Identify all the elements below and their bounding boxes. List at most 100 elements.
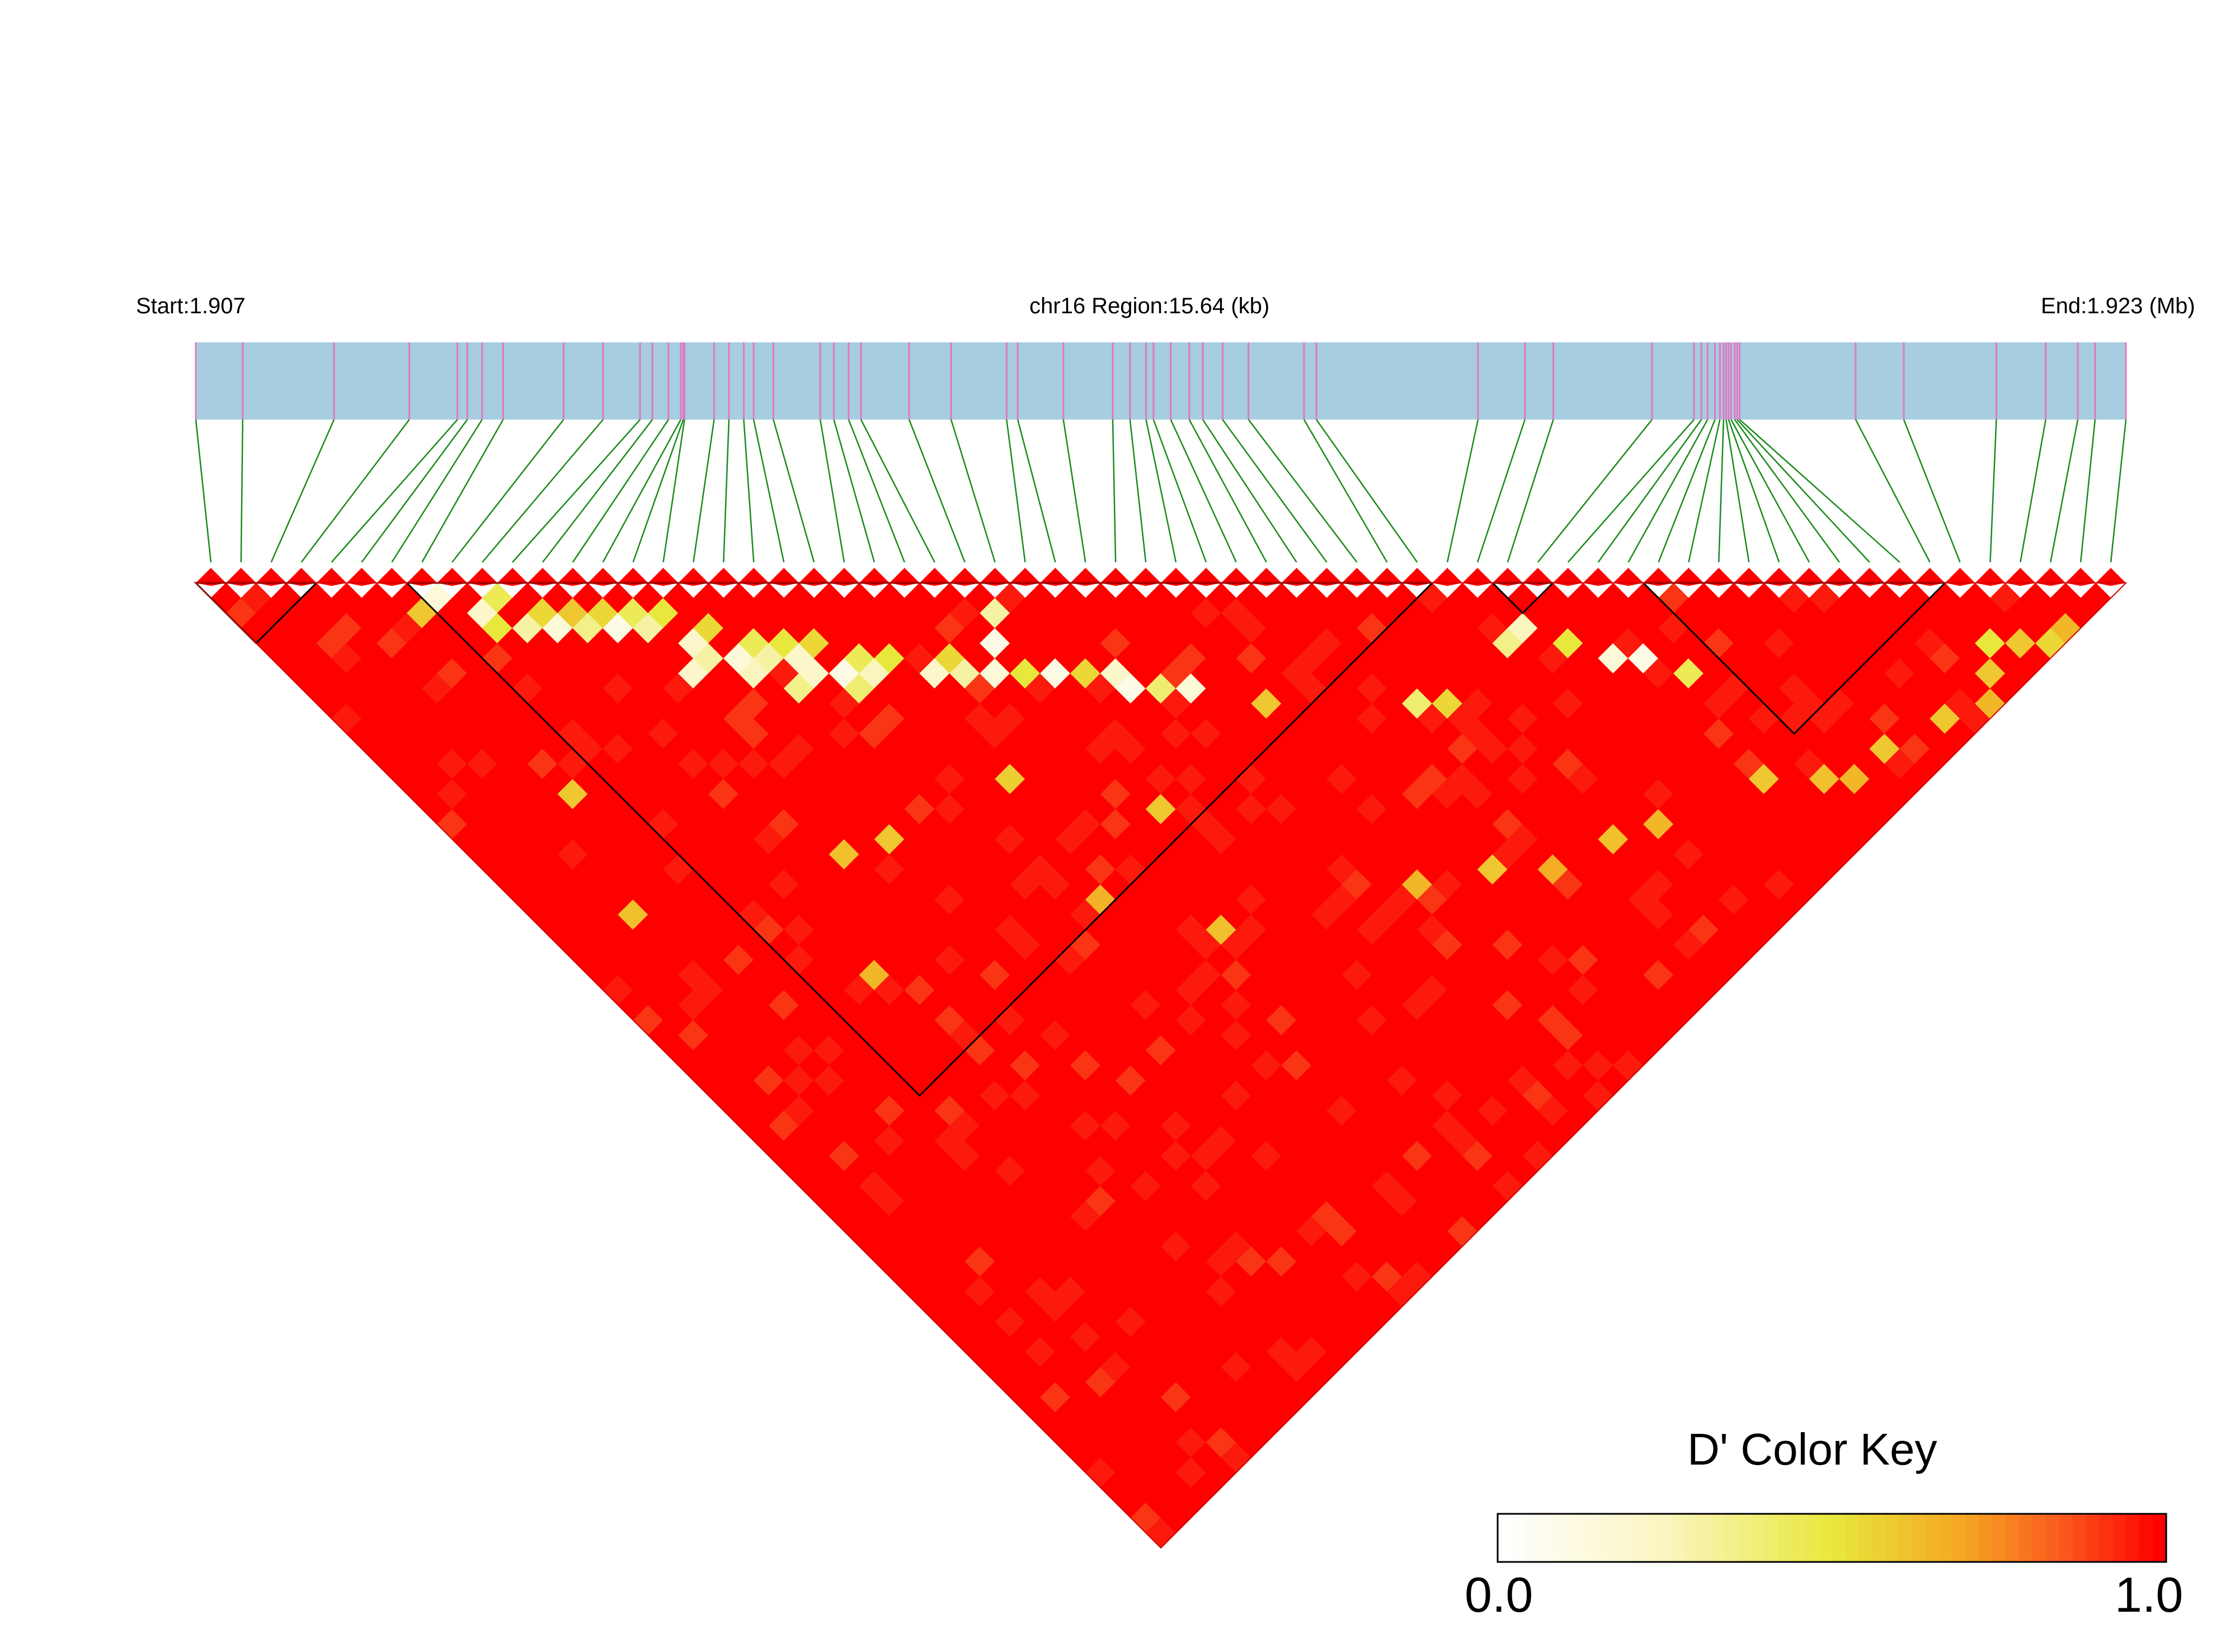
color-key-frame <box>1497 1513 2167 1563</box>
color-key-band <box>1644 1514 1659 1562</box>
color-key-band <box>1618 1514 1632 1562</box>
snp-connector <box>1734 419 1840 563</box>
snp-connector <box>1989 419 1997 563</box>
end-label: End:1.923 (Mb) <box>2041 294 2195 318</box>
color-key-band <box>1711 1514 1725 1562</box>
snp-connector <box>391 419 483 563</box>
snp-marker <box>2035 568 2066 586</box>
snp-connector <box>662 419 685 563</box>
snp-marker <box>1552 568 1583 586</box>
color-key-band <box>1511 1514 1525 1562</box>
color-key-band <box>1551 1514 1565 1562</box>
snp-marker <box>618 568 648 586</box>
snp-markers <box>196 568 2126 586</box>
snp-connector <box>482 419 604 563</box>
snp-connector <box>1597 419 1702 563</box>
color-key-band <box>1685 1514 1698 1562</box>
color-key-band <box>1498 1514 1512 1562</box>
snp-connector <box>1728 419 1780 563</box>
snp-connector <box>542 419 653 563</box>
color-key-band <box>1752 1514 1766 1562</box>
snp-marker <box>678 568 709 586</box>
snp-connector <box>950 419 996 563</box>
color-key-band <box>1631 1514 1645 1562</box>
snp-marker <box>1161 568 1191 586</box>
snp-connector <box>270 419 335 563</box>
color-key-band <box>1912 1514 1926 1562</box>
color-key-band <box>1832 1514 1846 1562</box>
snp-marker <box>859 568 890 586</box>
color-key-title: D' Color Key <box>1687 1424 1937 1474</box>
color-key-band <box>2045 1514 2060 1562</box>
snp-connector <box>1315 419 1418 563</box>
color-key-band <box>1899 1514 1913 1562</box>
color-key-band <box>1952 1514 1966 1562</box>
color-key-band <box>1992 1514 2006 1562</box>
snp-connector <box>1202 419 1297 563</box>
color-key-band <box>1578 1514 1592 1562</box>
color-key-band <box>1564 1514 1578 1562</box>
snp-connector <box>1855 419 1931 563</box>
snp-connector <box>602 419 682 563</box>
snp-marker <box>1854 568 1885 586</box>
snp-connector <box>1062 419 1086 563</box>
snp-connector <box>1112 419 1117 563</box>
color-key-band <box>2153 1514 2167 1562</box>
ld-heatmap-cells <box>210 582 2111 1549</box>
snp-marker <box>196 568 226 586</box>
snp-marker <box>919 568 950 586</box>
color-key-band <box>1858 1514 1872 1562</box>
color-key-band <box>2139 1514 2153 1562</box>
snp-marker <box>1704 568 1734 586</box>
snp-marker <box>467 568 498 586</box>
snp-marker <box>407 568 437 586</box>
snp-connector <box>1152 419 1207 563</box>
snp-marker <box>1975 568 2006 586</box>
color-key-band <box>2059 1514 2073 1562</box>
snp-marker <box>1100 568 1131 586</box>
snp-marker <box>1040 568 1071 586</box>
color-key-band <box>1738 1514 1752 1562</box>
snp-marker <box>1734 568 1765 586</box>
color-key-band <box>2112 1514 2126 1562</box>
snp-marker <box>2005 568 2036 586</box>
snp-connector <box>752 419 785 563</box>
snp-marker <box>1251 568 1282 586</box>
snp-connector <box>848 419 905 563</box>
snp-connector <box>331 419 458 563</box>
color-key-band <box>1791 1514 1806 1562</box>
color-key-band <box>1885 1514 1899 1562</box>
snp-marker <box>889 568 920 586</box>
snp-marker <box>1643 568 1674 586</box>
snp-marker <box>1673 568 1704 586</box>
snp-marker <box>1945 568 1975 586</box>
color-key-band <box>1872 1514 1886 1562</box>
snp-connector <box>1903 419 1961 563</box>
snp-marker <box>256 568 286 586</box>
color-key-min-label: 0.0 <box>1465 1567 1533 1622</box>
color-key-band <box>2086 1514 2100 1562</box>
snp-marker <box>2096 568 2126 586</box>
snp-marker <box>497 568 528 586</box>
snp-marker <box>980 568 1010 586</box>
snp-connector <box>833 419 876 563</box>
snp-marker <box>225 568 256 586</box>
snp-marker <box>377 568 407 586</box>
snp-marker <box>1613 568 1644 586</box>
color-key-band <box>2032 1514 2046 1562</box>
snp-connector <box>1507 419 1554 563</box>
snp-connector <box>1725 419 1750 563</box>
snp-marker <box>1794 568 1824 586</box>
color-key-band <box>1591 1514 1605 1562</box>
snp-marker <box>1492 568 1523 586</box>
color-key-band <box>1818 1514 1832 1562</box>
color-key-band <box>1765 1514 1779 1562</box>
region-label: chr16 Region:15.64 (kb) <box>1029 294 1270 318</box>
snp-connector <box>860 419 935 563</box>
snp-connector <box>1718 419 1725 563</box>
color-key-band <box>1725 1514 1739 1562</box>
snp-connector <box>2079 419 2096 563</box>
snp-marker <box>437 568 468 586</box>
snp-marker <box>1191 568 1221 586</box>
